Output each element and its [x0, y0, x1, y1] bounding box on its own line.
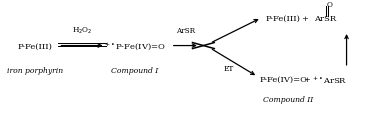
- Text: ET: ET: [224, 64, 234, 72]
- Text: $^{+\bullet}$ArSR: $^{+\bullet}$ArSR: [312, 73, 347, 85]
- Text: H$_2$O$_2$: H$_2$O$_2$: [72, 26, 92, 36]
- Text: ArSR: ArSR: [176, 27, 195, 35]
- Text: $^{+\bullet}$P-Fe(IV)=O: $^{+\bullet}$P-Fe(IV)=O: [104, 40, 165, 52]
- Text: Compound II: Compound II: [263, 95, 313, 103]
- Text: P-Fe(IV)=O: P-Fe(IV)=O: [259, 75, 307, 83]
- Text: iron porphyrin: iron porphyrin: [7, 66, 63, 74]
- Text: Compound I: Compound I: [111, 66, 158, 74]
- Text: ArSR: ArSR: [314, 15, 336, 23]
- Text: P-Fe(III): P-Fe(III): [266, 15, 301, 23]
- Text: +: +: [301, 15, 308, 23]
- Text: +: +: [303, 75, 310, 83]
- Text: O: O: [327, 1, 332, 9]
- Text: P-Fe(III): P-Fe(III): [17, 42, 52, 50]
